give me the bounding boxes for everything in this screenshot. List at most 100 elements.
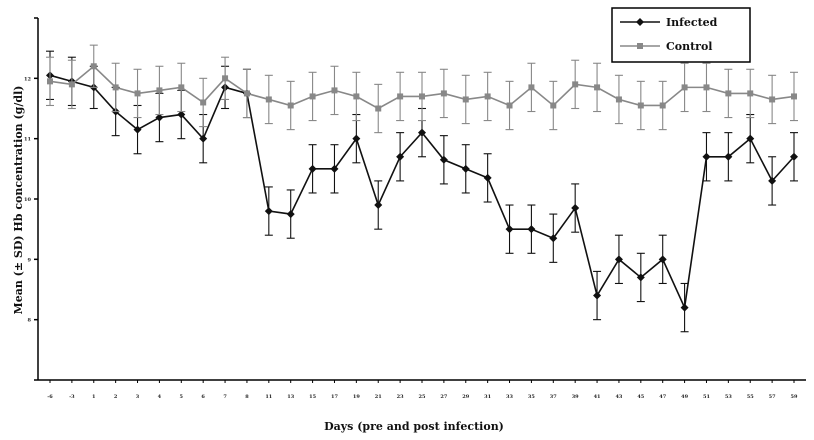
x-tick-label-19: 29 (462, 394, 469, 400)
y-axis-ticks: 8 9 10 11 12 (24, 17, 38, 381)
series-control-point-16 (397, 93, 404, 100)
series-control-point-29 (681, 84, 688, 91)
series-infected-point-25 (593, 291, 602, 300)
series-control-point-30 (703, 84, 710, 91)
x-axis-ticks: -6 -3 1 2 3 4 5 6 7 8 11 13 15 17 19 21 23 25 27 29 31 33 35 37… (47, 380, 798, 400)
x-tick-label-7: 6 (201, 394, 205, 400)
series-infected (46, 50, 798, 333)
series-control-point-27 (637, 102, 644, 109)
x-tick-label-31: 53 (725, 394, 732, 400)
series-infected-point-10 (264, 207, 273, 216)
series-control-point-8 (222, 75, 229, 82)
y-tick-label-8: 8 (28, 318, 32, 324)
series-control-point-23 (550, 102, 557, 109)
series-control-point-21 (506, 102, 513, 109)
series-control-point-13 (331, 87, 338, 94)
x-tick-label-29: 49 (681, 394, 688, 400)
series-control (46, 44, 798, 134)
x-tick-label-6: 5 (180, 394, 184, 400)
series-control-point-2 (90, 63, 97, 70)
series-control-point-24 (572, 81, 579, 88)
series-infected-point-27 (636, 273, 645, 282)
x-tick-label-10: 11 (265, 394, 272, 400)
x-tick-label-8: 7 (223, 394, 227, 400)
series-control-point-3 (112, 84, 119, 91)
x-tick-label-30: 51 (703, 394, 710, 400)
series-infected-point-17 (418, 128, 426, 137)
series-infected-point-13 (330, 164, 339, 173)
series-control-point-32 (747, 90, 754, 97)
y-tick-label-12: 12 (24, 76, 31, 82)
series-infected-point-26 (614, 255, 623, 264)
series-infected-point-31 (724, 152, 733, 161)
series-infected-point-29 (680, 303, 689, 312)
series-infected-point-16 (396, 152, 405, 161)
x-tick-label-34: 59 (791, 394, 798, 400)
legend-box (611, 7, 751, 63)
series-infected-point-34 (790, 152, 798, 161)
series-infected-point-22 (527, 225, 536, 234)
series-infected-point-15 (374, 201, 383, 210)
series-control-point-1 (68, 81, 75, 88)
series-infected-point-28 (658, 255, 667, 264)
series-control-point-5 (156, 87, 163, 94)
series-control-point-7 (200, 99, 207, 106)
series-control-point-31 (725, 90, 732, 97)
series-infected-point-33 (768, 176, 777, 185)
x-tick-label-24: 39 (572, 394, 579, 400)
series-control-point-17 (419, 93, 425, 100)
x-tick-label-13: 17 (331, 394, 338, 400)
x-tick-label-0: -6 (47, 394, 53, 400)
x-tick-label-1: -3 (69, 394, 75, 400)
series-control-point-18 (440, 90, 447, 97)
legend: Infected Control (611, 7, 751, 63)
x-tick-label-9: 8 (245, 394, 249, 400)
series-control-point-9 (243, 90, 250, 97)
x-tick-label-14: 19 (353, 394, 360, 400)
y-tick-label-10: 10 (24, 197, 31, 203)
series-control-point-19 (462, 96, 469, 103)
x-axis-title: Days (pre and post infection) (324, 420, 504, 433)
x-tick-label-27: 45 (637, 394, 644, 400)
x-tick-label-32: 55 (747, 394, 754, 400)
x-tick-label-28: 47 (659, 394, 666, 400)
series-control-point-10 (265, 96, 272, 103)
series-control-point-20 (484, 93, 491, 100)
series-control-point-12 (309, 93, 316, 100)
legend-infected-label: Infected (666, 16, 718, 29)
series-control-point-15 (375, 105, 382, 112)
x-tick-label-11: 13 (287, 394, 294, 400)
series-infected-point-23 (549, 234, 558, 243)
x-tick-label-15: 21 (375, 394, 382, 400)
y-tick-label-9: 9 (28, 257, 32, 263)
x-tick-label-16: 23 (397, 394, 404, 400)
x-tick-label-12: 15 (309, 394, 316, 400)
x-tick-label-4: 3 (136, 394, 140, 400)
series-infected-point-32 (746, 134, 755, 143)
series-infected-point-11 (286, 210, 295, 219)
series-infected-point-21 (505, 225, 514, 234)
series-control-point-28 (659, 102, 666, 109)
series-infected-point-7 (199, 134, 208, 143)
x-tick-label-17: 25 (419, 394, 426, 400)
legend-control-marker (637, 43, 643, 49)
y-axis-title: Mean (± SD) Hb concentration (g/dl) (12, 86, 25, 315)
x-tick-label-3: 2 (114, 394, 118, 400)
series-infected-point-4 (133, 125, 142, 134)
series-control-point-22 (528, 84, 535, 91)
legend-infected-marker (636, 18, 644, 26)
x-tick-label-20: 31 (484, 394, 491, 400)
series-control-point-11 (287, 102, 294, 109)
series-control-point-33 (769, 96, 776, 103)
x-tick-label-26: 43 (615, 394, 622, 400)
x-tick-label-25: 41 (594, 394, 601, 400)
series-layer (46, 44, 798, 333)
y-tick-label-11: 11 (24, 137, 31, 143)
series-control-point-4 (134, 90, 141, 97)
x-tick-label-18: 27 (440, 394, 447, 400)
series-control-point-34 (791, 93, 797, 100)
x-tick-label-21: 33 (506, 394, 513, 400)
series-control-point-25 (594, 84, 601, 91)
series-infected-point-6 (177, 110, 186, 119)
